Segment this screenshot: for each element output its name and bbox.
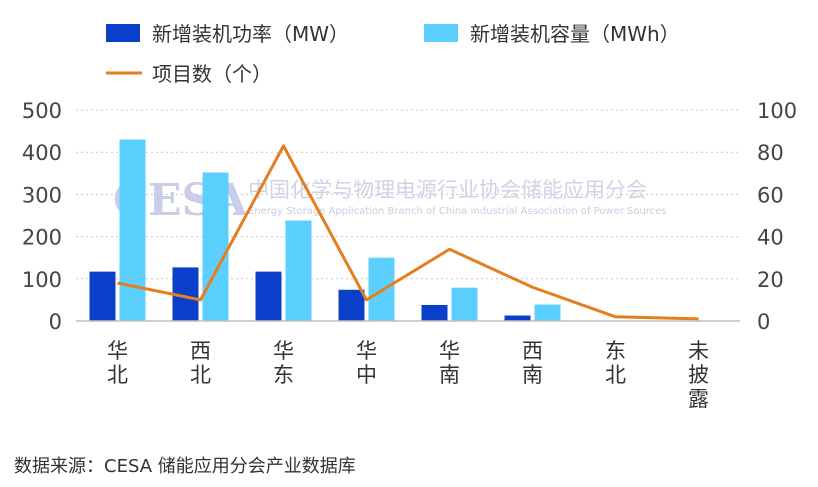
bar-0: [338, 289, 365, 321]
legend-swatch: [424, 24, 458, 42]
y-left-tick-label: 100: [22, 268, 62, 292]
bar-0: [255, 271, 282, 321]
bar-0: [421, 304, 448, 321]
y-left-tick-label: 300: [22, 183, 62, 207]
y-left-tick-label: 0: [49, 310, 62, 334]
axes: 0 100 200 300 400 500 0 20 40 60 80 100 华北 西北 华东 华中 华南 西南…: [22, 99, 797, 411]
x-category-label: 西北: [190, 339, 211, 387]
bar-1: [202, 172, 229, 321]
legend-label: 新增装机容量（MWh）: [470, 22, 680, 46]
bar-1: [451, 287, 478, 321]
y-left-tick-label: 500: [22, 99, 62, 123]
x-category-label: 东北: [605, 339, 626, 387]
lines: [117, 144, 699, 321]
x-category-label: 西南: [522, 339, 543, 387]
watermark-en: Energy Storage Application Branch of Chi…: [248, 206, 667, 217]
y-right-tick-label: 60: [757, 183, 784, 207]
legend: 新增装机功率（MW） 新增装机容量（MWh） 项目数（个）: [106, 22, 680, 86]
watermark: CESA 中国化学与物理电源行业协会储能应用分会 Energy Storage …: [113, 175, 667, 226]
bar-0: [504, 315, 531, 321]
source-note: 数据来源：CESA 储能应用分会产业数据库: [14, 456, 356, 477]
x-category-label: 华南: [439, 339, 460, 387]
line-series: [117, 144, 699, 321]
legend-label: 新增装机功率（MW）: [152, 22, 349, 46]
y-left-tick-label: 400: [22, 141, 62, 165]
y-right-tick-label: 20: [757, 268, 784, 292]
x-category-label: 未披露: [688, 339, 709, 411]
y-right-tick-label: 80: [757, 141, 784, 165]
legend-label: 项目数（个）: [152, 62, 272, 86]
x-category-label: 华中: [356, 339, 377, 387]
legend-swatch: [106, 24, 140, 42]
bar-1: [119, 139, 146, 321]
y-right-tick-label: 0: [757, 310, 770, 334]
y-right-tick-label: 100: [757, 99, 797, 123]
watermark-cn: 中国化学与物理电源行业协会储能应用分会: [248, 178, 647, 202]
bars: [89, 139, 561, 321]
bar-1: [534, 304, 561, 321]
y-left-tick-label: 200: [22, 226, 62, 250]
x-category-label: 华东: [273, 339, 294, 387]
bar-1: [285, 220, 312, 321]
x-category-label: 华北: [107, 339, 128, 387]
y-right-tick-label: 40: [757, 226, 784, 250]
bar-0: [89, 271, 116, 321]
